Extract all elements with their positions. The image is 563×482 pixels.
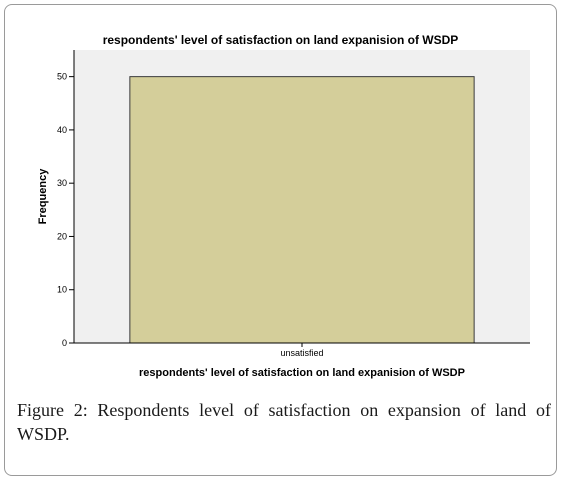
figure-caption: Figure 2: Respondents level of satisfact… [17,398,551,446]
y-axis-label: Frequency [37,168,49,225]
chart-title: respondents' level of satisfaction on la… [102,33,459,47]
y-tick-label: 50 [57,72,67,82]
x-axis-label: respondents' level of satisfaction on la… [139,367,465,379]
bar-chart: 0 10 20 30 40 50 unsatisfied Frequency respon… [37,50,530,379]
y-tick-label: 40 [57,125,67,135]
bars [129,76,475,344]
figure-caption-text: Respondents level of satisfaction on exp… [17,400,551,444]
y-tick-label: 10 [57,285,67,295]
x-tick-label: unsatisfied [280,348,323,358]
figure-label: Figure 2: [17,400,88,420]
y-tick-label: 30 [57,178,67,188]
bar-unsatisfied [129,76,475,344]
y-axis: 0 10 20 30 40 50 [57,50,75,348]
x-axis: unsatisfied [74,342,530,358]
y-tick-label: 0 [62,338,67,348]
y-tick-label: 20 [57,231,67,241]
